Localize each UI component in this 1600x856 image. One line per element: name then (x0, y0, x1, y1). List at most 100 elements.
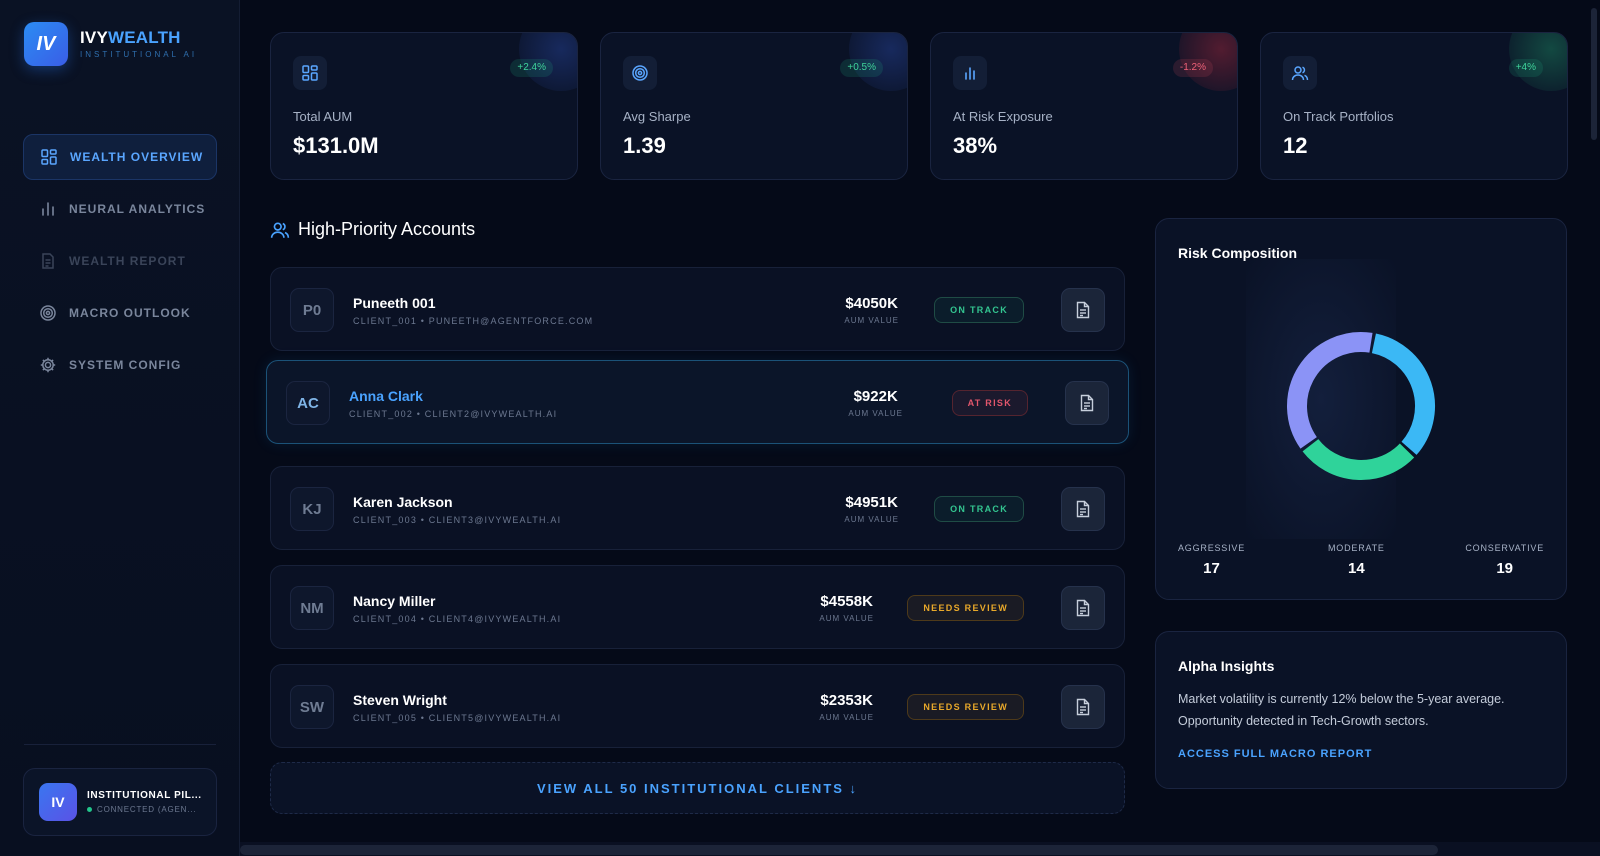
status-badge: ON TRACK (934, 496, 1024, 522)
panel-title: Risk Composition (1178, 245, 1298, 261)
account-value: $4558K AUM VALUE (819, 593, 874, 623)
donut-segment-conservative (1287, 332, 1373, 449)
document-icon (1080, 394, 1094, 412)
macro-report-link[interactable]: ACCESS FULL MACRO REPORT (1178, 748, 1373, 760)
account-name[interactable]: Steven Wright (353, 692, 447, 708)
report-button[interactable] (1061, 685, 1105, 729)
target-icon (632, 65, 648, 81)
stat-icon-wrap (1283, 56, 1317, 90)
view-all-clients-button[interactable]: VIEW ALL 50 INSTITUTIONAL CLIENTS ↓ (270, 762, 1125, 814)
account-value: $4050K AUM VALUE (844, 295, 899, 325)
account-row[interactable]: P0 Puneeth 001 CLIENT_001 • PUNEETH@AGEN… (270, 267, 1125, 351)
stat-label: Avg Sharpe (623, 109, 691, 124)
aum-label: AUM VALUE (819, 713, 874, 722)
brand-text: IVYWEALTH INSTITUTIONAL AI (80, 29, 197, 60)
risk-donut-chart (1287, 332, 1435, 480)
aum-label: AUM VALUE (819, 614, 874, 623)
status-badge: ON TRACK (934, 297, 1024, 323)
sidebar-item-system-config[interactable]: SYSTEM CONFIG (23, 342, 217, 388)
aum-label: AUM VALUE (844, 316, 899, 325)
account-name[interactable]: Anna Clark (349, 388, 423, 404)
section-title-text: High-Priority Accounts (298, 219, 476, 239)
account-meta: CLIENT_002 • CLIENT2@IVYWEALTH.AI (349, 409, 558, 419)
account-row[interactable]: KJ Karen Jackson CLIENT_003 • CLIENT3@IV… (270, 466, 1125, 550)
account-name[interactable]: Puneeth 001 (353, 295, 436, 311)
report-button[interactable] (1061, 586, 1105, 630)
report-button[interactable] (1065, 381, 1109, 425)
sidebar-item-wealth-report[interactable]: WEALTH REPORT (23, 238, 217, 284)
risk-legend-aggressive: AGGRESSIVE 17 (1178, 543, 1245, 577)
sidebar-item-neural-analytics[interactable]: NEURAL ANALYTICS (23, 186, 217, 232)
report-button[interactable] (1061, 487, 1105, 531)
users-icon (1291, 66, 1309, 81)
panel-title: Alpha Insights (1178, 658, 1275, 674)
document-icon (1076, 599, 1090, 617)
donut-segment-aggressive (1371, 333, 1435, 455)
panel-glow (1246, 259, 1396, 539)
account-row[interactable]: NM Nancy Miller CLIENT_004 • CLIENT4@IVY… (270, 565, 1125, 649)
document-icon (1076, 500, 1090, 518)
risk-legend-moderate: MODERATE 14 (1328, 543, 1385, 577)
account-meta: CLIENT_003 • CLIENT3@IVYWEALTH.AI (353, 515, 562, 525)
report-button[interactable] (1061, 288, 1105, 332)
account-meta: CLIENT_004 • CLIENT4@IVYWEALTH.AI (353, 614, 562, 624)
account-value: $2353K AUM VALUE (819, 692, 874, 722)
target-icon (40, 305, 56, 321)
profile-card[interactable]: IV INSTITUTIONAL PIL... CONNECTED (AGEN.… (23, 768, 217, 836)
vertical-scrollbar[interactable] (1591, 8, 1597, 140)
stat-icon-wrap (953, 56, 987, 90)
stat-label: At Risk Exposure (953, 109, 1053, 124)
users-icon (270, 222, 290, 238)
aum-value: $2353K (820, 692, 873, 709)
sidebar-item-label: SYSTEM CONFIG (69, 358, 182, 372)
stat-card-avg-sharpe[interactable]: +0.5% Avg Sharpe 1.39 (600, 32, 908, 180)
sidebar-item-wealth-overview[interactable]: WEALTH OVERVIEW (23, 134, 217, 180)
aum-label: AUM VALUE (848, 409, 903, 418)
stat-label: Total AUM (293, 109, 353, 124)
document-icon (42, 253, 54, 269)
stat-card-at-risk-exposure[interactable]: -1.2% At Risk Exposure 38% (930, 32, 1238, 180)
bar-chart-icon (42, 202, 54, 216)
account-avatar: NM (290, 586, 334, 630)
account-avatar: KJ (290, 487, 334, 531)
sidebar-item-label: WEALTH REPORT (69, 254, 186, 268)
account-row[interactable]: AC Anna Clark CLIENT_002 • CLIENT2@IVYWE… (266, 360, 1129, 444)
account-value: $922K AUM VALUE (848, 388, 903, 418)
account-name[interactable]: Nancy Miller (353, 593, 436, 609)
account-row[interactable]: SW Steven Wright CLIENT_005 • CLIENT5@IV… (270, 664, 1125, 748)
brand-name-part1: IVY (80, 28, 109, 47)
aum-value: $4050K (845, 295, 898, 312)
gear-icon (40, 357, 56, 373)
legend-label: CONSERVATIVE (1465, 543, 1544, 553)
horizontal-scrollbar[interactable] (240, 845, 1438, 855)
sidebar-nav: WEALTH OVERVIEW NEURAL ANALYTICS WEALTH … (23, 134, 217, 394)
connection-status: CONNECTED (AGEN... (87, 805, 205, 814)
change-badge: -1.2% (1172, 59, 1213, 77)
stat-card-total-aum[interactable]: +2.4% Total AUM $131.0M (270, 32, 578, 180)
sidebar-divider (24, 744, 216, 745)
document-icon (1076, 301, 1090, 319)
change-badge: +4% (1508, 59, 1543, 77)
risk-composition-panel: Risk Composition AGGRESSIVE 17 MODERATE 14… (1155, 218, 1567, 600)
stat-label: On Track Portfolios (1283, 109, 1394, 124)
stat-card-on-track-portfolios[interactable]: +4% On Track Portfolios 12 (1260, 32, 1568, 180)
aum-label: AUM VALUE (844, 515, 899, 524)
sidebar-item-label: NEURAL ANALYTICS (69, 202, 206, 216)
connection-status-text: CONNECTED (AGEN... (97, 805, 197, 814)
donut-segment-moderate (1302, 438, 1415, 480)
alpha-insights-panel: Alpha Insights Market volatility is curr… (1155, 631, 1567, 789)
stat-icon-wrap (623, 56, 657, 90)
legend-value: 19 (1496, 560, 1514, 577)
brand[interactable]: IV IVYWEALTH INSTITUTIONAL AI (24, 22, 197, 66)
profile-text: INSTITUTIONAL PIL... CONNECTED (AGEN... (87, 790, 205, 814)
status-badge: NEEDS REVIEW (907, 694, 1024, 720)
account-name[interactable]: Karen Jackson (353, 494, 453, 510)
account-avatar: P0 (290, 288, 334, 332)
brand-name: IVYWEALTH (80, 29, 197, 47)
sidebar-item-macro-outlook[interactable]: MACRO OUTLOOK (23, 290, 217, 336)
account-avatar: SW (290, 685, 334, 729)
profile-name: INSTITUTIONAL PIL... (87, 790, 202, 801)
avatar: IV (39, 783, 77, 821)
legend-label: MODERATE (1328, 543, 1385, 553)
stat-value: 1.39 (623, 133, 666, 158)
